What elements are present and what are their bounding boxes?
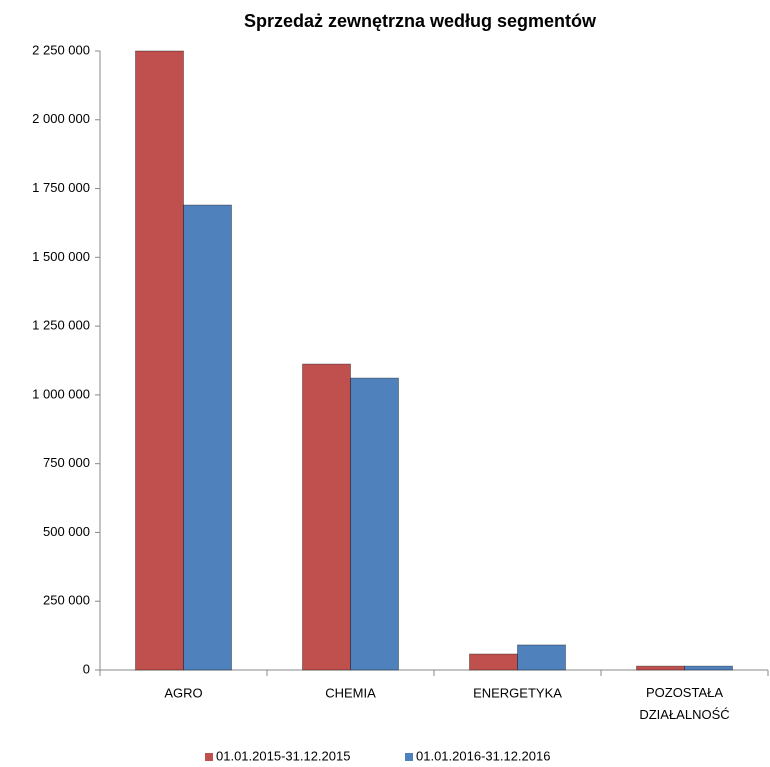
chart-title: Sprzedaż zewnętrzna według segmentów xyxy=(244,11,597,31)
legend-swatch xyxy=(405,753,413,761)
y-tick-label: 1 250 000 xyxy=(32,318,90,333)
legend-label: 01.01.2016-31.12.2016 xyxy=(416,748,550,763)
bar xyxy=(684,665,733,671)
x-tick-label: AGRO xyxy=(164,685,202,700)
x-tick-label: CHEMIA xyxy=(325,685,376,700)
y-tick-label: 0 xyxy=(83,661,90,676)
bar xyxy=(469,653,518,671)
bar xyxy=(135,50,184,671)
x-tick-label: POZOSTAŁA DZIAŁALNOŚĆ xyxy=(639,685,729,722)
y-tick-label: 750 000 xyxy=(43,455,90,470)
bar xyxy=(302,363,351,671)
bar xyxy=(183,204,232,671)
y-tick-label: 2 250 000 xyxy=(32,42,90,57)
y-tick-label: 250 000 xyxy=(43,593,90,608)
y-tick-label: 1 750 000 xyxy=(32,180,90,195)
y-tick-label: 500 000 xyxy=(43,524,90,539)
y-tick-label: 2 000 000 xyxy=(32,111,90,126)
y-tick-label: 1 500 000 xyxy=(32,249,90,264)
x-tick-label: ENERGETYKA xyxy=(473,685,562,700)
bar xyxy=(517,644,566,671)
legend-swatch xyxy=(205,753,213,761)
legend-label: 01.01.2015-31.12.2015 xyxy=(216,748,350,763)
bar xyxy=(636,665,685,671)
y-tick-label: 1 000 000 xyxy=(32,386,90,401)
bar xyxy=(350,377,399,671)
